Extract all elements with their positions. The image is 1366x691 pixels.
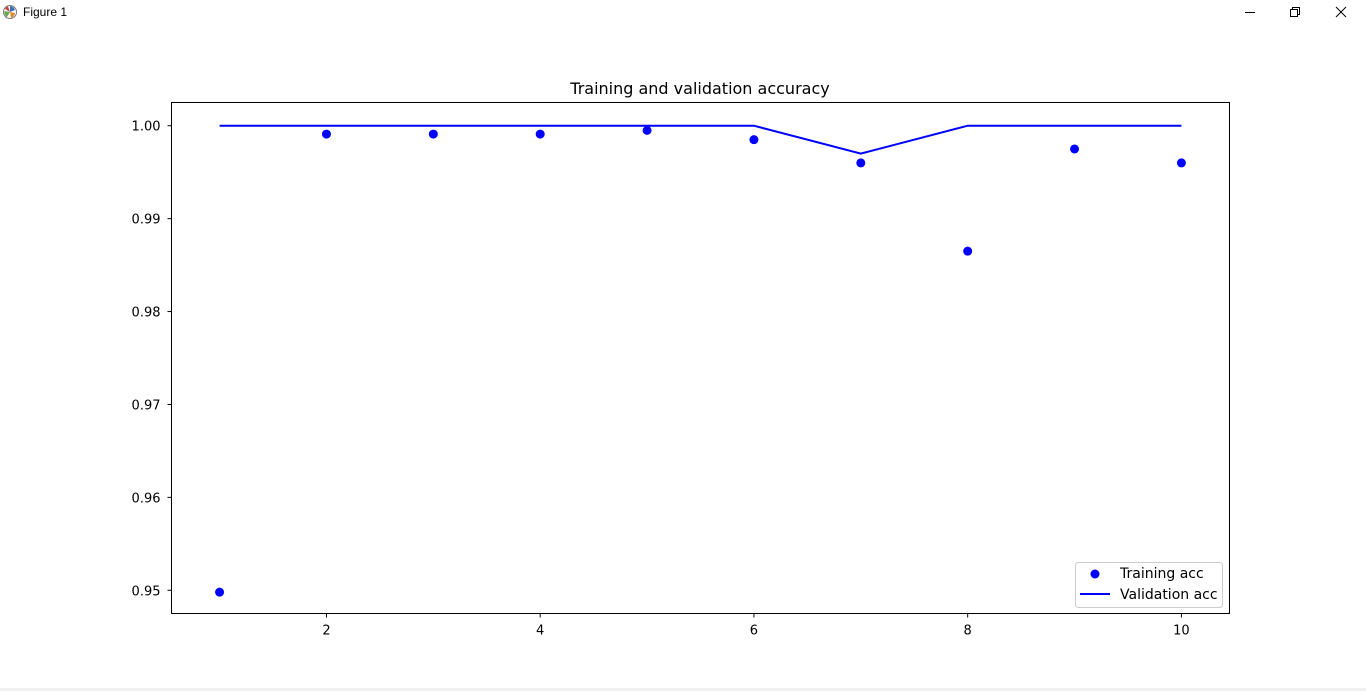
legend-label-training: Training acc (1119, 566, 1204, 582)
x-tick-label: 2 (322, 624, 330, 639)
x-tick-label: 6 (750, 624, 758, 639)
close-button[interactable] (1318, 0, 1364, 24)
legend-box (1075, 562, 1223, 608)
x-tick-label: 4 (536, 624, 544, 639)
validation-acc-line (219, 124, 1182, 155)
minimize-icon (1245, 12, 1255, 13)
training-acc-point (321, 129, 331, 139)
y-tick-label: 0.96 (132, 491, 161, 506)
training-acc-point (642, 125, 652, 135)
training-acc-point (535, 129, 545, 139)
training-acc-point (963, 246, 973, 256)
training-acc-point (1176, 158, 1186, 168)
legend: Training acc Validation acc (1075, 562, 1223, 608)
restore-icon (1290, 7, 1300, 17)
x-tick-label: 10 (1173, 624, 1190, 639)
training-acc-point (749, 135, 759, 145)
y-tick-label: 1.00 (132, 120, 161, 135)
training-acc-point (856, 158, 866, 168)
legend-marker-training (1090, 569, 1100, 579)
y-tick-label: 0.98 (132, 306, 161, 321)
x-tick-label: 8 (964, 624, 972, 639)
y-axis: 0.95 0.96 0.97 0.98 0.99 1.00 (132, 120, 172, 599)
plot-series (215, 124, 1186, 597)
y-tick-label: 0.99 (132, 213, 161, 228)
matplotlib-logo-icon (3, 5, 17, 19)
close-icon (1335, 6, 1347, 18)
window-titlebar: Figure 1 (0, 0, 1366, 24)
window-bottom-border (0, 688, 1366, 691)
y-tick-label: 0.95 (132, 584, 161, 599)
training-acc-point (215, 587, 225, 597)
training-acc-point (1070, 144, 1080, 154)
training-acc-point (428, 129, 438, 139)
x-axis: 2 4 6 8 10 (322, 613, 1190, 639)
window-title: Figure 1 (23, 5, 68, 19)
legend-label-validation: Validation acc (1120, 587, 1218, 603)
minimize-button[interactable] (1227, 0, 1273, 24)
y-tick-label: 0.97 (132, 398, 161, 413)
plot-area (171, 102, 1230, 614)
restore-button[interactable] (1272, 0, 1318, 24)
chart-title: Training and validation accuracy (569, 79, 829, 98)
